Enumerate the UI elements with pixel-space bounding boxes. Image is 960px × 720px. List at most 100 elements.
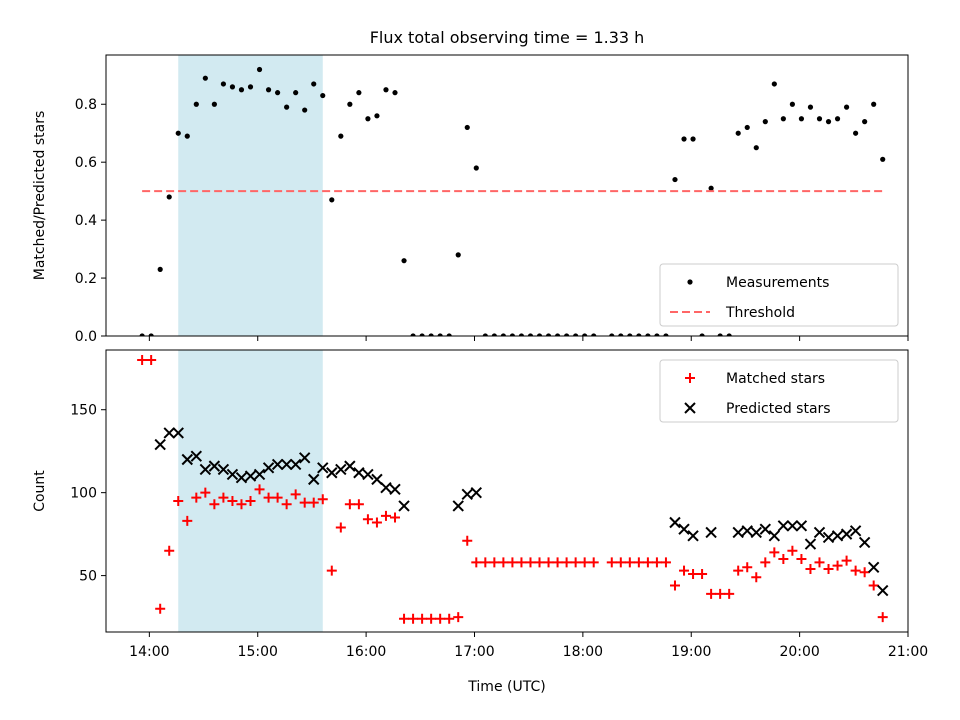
measurement-point [663, 333, 669, 336]
predicted-star-point [280, 458, 293, 471]
y-tick-label: 150 [70, 403, 97, 419]
predicted-star-point [163, 427, 175, 439]
matched-star-point [408, 613, 419, 624]
y-tick-label: 0.4 [75, 213, 97, 229]
predicted-star-point [172, 427, 184, 439]
matched-star-point [353, 499, 364, 510]
measurement-point [320, 92, 326, 99]
measurement-point [157, 266, 163, 272]
predicted-star-point [831, 530, 844, 542]
predicted-star-point [732, 526, 744, 539]
predicted-star-point [822, 531, 835, 544]
predicted-star-point [777, 520, 790, 532]
legend-box [659, 263, 899, 327]
predicted-star-point [398, 500, 410, 512]
matched-star-point [498, 557, 509, 568]
measurement-point [211, 101, 217, 107]
matched-star-point [796, 554, 807, 565]
matched-star-point [850, 565, 861, 576]
matched-star-point [706, 588, 717, 599]
matched-star-point [877, 612, 888, 623]
measurement-point [274, 90, 281, 96]
predicted-star-point [353, 467, 365, 479]
matched-star-point [751, 572, 762, 583]
predicted-star-point [181, 453, 193, 466]
predicted-star-point [461, 488, 473, 501]
predicted-star-point [380, 481, 392, 494]
legend: Matched stars Predicted stars [659, 359, 899, 423]
x-tick-label: 16:00 [346, 644, 386, 660]
y-tick-label: 0.6 [75, 155, 97, 171]
measurement-point [410, 333, 416, 336]
predicted-star-point [669, 516, 681, 529]
measurement-point [437, 333, 443, 336]
x-tick-label: 19:00 [671, 644, 711, 660]
x-tick-label: 20:00 [779, 644, 819, 660]
y-tick-label: 0.0 [75, 329, 97, 345]
measurement-point [491, 333, 497, 336]
matched-star-point [272, 492, 283, 503]
measurement-point [229, 84, 236, 90]
predicted-star-point [244, 470, 257, 482]
measurement-point [681, 136, 687, 142]
predicted-star-point [759, 523, 772, 535]
predicted-star-point [768, 530, 781, 542]
x-tick-label: 18:00 [563, 644, 603, 660]
measurement-point [554, 333, 561, 336]
matched-star-point [642, 557, 653, 568]
matched-star-point [182, 515, 193, 526]
measurement-point [654, 333, 660, 336]
predicted-star-point [335, 463, 347, 476]
measurement-point [347, 101, 353, 107]
matched-star-point [724, 588, 735, 599]
predicted-star-point [813, 526, 826, 539]
legend-label: Measurements [726, 275, 829, 291]
predicted-star-point [687, 530, 699, 542]
predicted-star-point [217, 463, 230, 476]
measurement-point [401, 258, 407, 264]
predicted-star-point [452, 500, 464, 512]
matched-star-point [290, 489, 301, 500]
legend-marker-predicted [684, 402, 696, 414]
matched-star-point [444, 613, 455, 624]
measurement-point [564, 333, 570, 336]
measurement-point [184, 133, 190, 139]
measurement-point [374, 113, 380, 119]
matched-star-point [191, 492, 202, 503]
measurement-point [834, 116, 841, 122]
predicted-star-point [470, 486, 483, 499]
measurement-point [284, 104, 290, 110]
measurement-point [455, 252, 461, 258]
measurement-point [356, 90, 362, 96]
chart-title: Flux total observing time = 1.33 h [370, 28, 645, 47]
measurement-point [744, 124, 750, 131]
legend-label: Predicted stars [726, 401, 831, 417]
matched-star-point [868, 580, 879, 591]
x-axis-label: Time (UTC) [467, 679, 545, 695]
matched-star-point [552, 557, 563, 568]
matched-star-point [669, 580, 680, 591]
bottom-panel: 50 100 150 14:00 15:00 16:00 17:00 18:00 19:00 20… [32, 349, 928, 695]
matched-star-point [426, 613, 437, 624]
matched-star-point [263, 492, 274, 503]
measurement-point [311, 81, 317, 87]
predicted-star-point [326, 467, 338, 479]
plot-area [139, 66, 886, 336]
measurement-point [527, 333, 534, 336]
matched-star-point [317, 494, 328, 505]
predicted-star-point [208, 460, 221, 472]
x-tick-label: 21:00 [888, 644, 928, 660]
matched-star-point [245, 495, 256, 506]
y-tick-label: 0.8 [75, 97, 97, 113]
plot-area [137, 354, 889, 624]
matched-star-point [534, 557, 545, 568]
axes-frame [105, 54, 909, 337]
measurement-point [591, 333, 597, 336]
measurement-point [518, 333, 525, 336]
matched-star-point [624, 557, 635, 568]
matched-star-point [679, 565, 690, 576]
measurement-point [798, 116, 805, 122]
predicted-star-point [199, 463, 212, 476]
matched-star-point [380, 510, 391, 521]
